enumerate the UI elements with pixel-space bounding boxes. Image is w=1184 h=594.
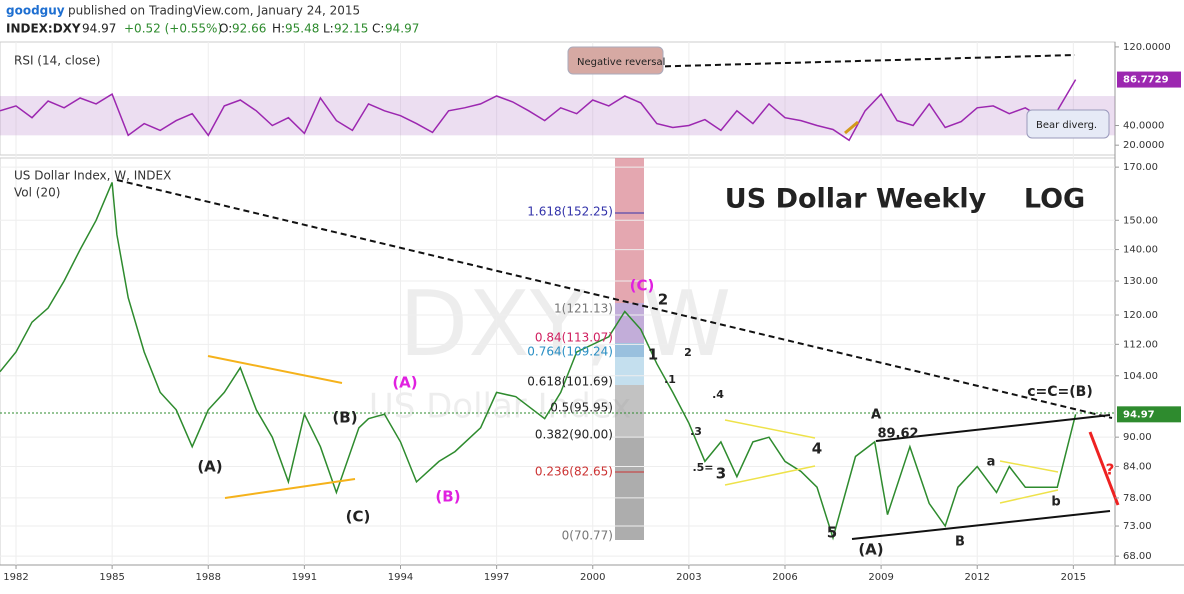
fib-column (615, 158, 644, 540)
wave-label: 5 (827, 524, 837, 542)
wave-label: (B) (332, 409, 357, 427)
wave-label: .5= (692, 461, 713, 474)
wave-label: (A) (858, 541, 883, 559)
wave-label: .1 (664, 373, 676, 386)
rsi-title: RSI (14, close) (14, 54, 100, 68)
fib-labels: 1.618(152.25) 1(121.13) 0.84(113.07) 0.7… (527, 205, 613, 543)
fib-label: 0(70.77) (562, 529, 613, 543)
last-value-badge (1117, 406, 1181, 423)
x-tick-label: 2000 (580, 572, 605, 583)
annotations: (A) (C) (B) (A) (B) (C) 2 1 2 .1 .4 .3 .… (197, 184, 1114, 559)
y-tick-label: 112.00 (1123, 339, 1158, 350)
last: 94.97 (82, 22, 116, 36)
fib-label: 0.764(109.24) (527, 345, 613, 359)
wave-label: (B) (435, 488, 460, 506)
y-tick-label: 130.00 (1123, 276, 1158, 287)
wave-label: c=C=(B) (1027, 384, 1093, 400)
h: 95.48 (285, 22, 319, 36)
rsi-annotation: Negative reversal (577, 57, 665, 68)
trendlines (0, 54, 1120, 540)
callout (567, 46, 664, 75)
wave-label: B (955, 535, 965, 550)
watermark-symbol: DXY, W (399, 272, 731, 377)
y-tick-label: 78.00 (1123, 493, 1152, 504)
h-label: H: (272, 22, 285, 36)
symbol: INDEX:DXY (6, 22, 81, 36)
x-tick-label: 1997 (484, 572, 509, 583)
l: 92.15 (334, 22, 368, 36)
y-tick-label: 40.0000 (1123, 121, 1164, 132)
wave-label: (C) (346, 508, 371, 526)
c-label: C: (372, 22, 384, 36)
published: published on TradingView.com, January 24… (68, 4, 360, 18)
fib-label: 1(121.13) (554, 302, 613, 316)
wave-label: b (1051, 495, 1060, 510)
user[interactable]: goodguy (6, 4, 65, 18)
wave-label: .3 (690, 425, 702, 438)
wave-label: (A) (197, 458, 222, 476)
last-value-label: 94.97 (1123, 409, 1155, 420)
fib-label: 0.382(90.00) (535, 428, 613, 442)
change: +0.52 (+0.55%) (124, 22, 222, 36)
x-tick-label: 1985 (99, 572, 124, 583)
x-tick-label: 2015 (1061, 572, 1086, 583)
o: 92.66 (232, 22, 266, 36)
series-line (0, 79, 1077, 142)
chart-heading: US Dollar Weekly LOG (725, 184, 1085, 215)
x-tick-label: 1988 (196, 572, 221, 583)
x-tick-label: 2012 (965, 572, 990, 583)
fib-label: 0.5(95.95) (550, 401, 613, 415)
last-value-label: 86.7729 (1123, 75, 1169, 86)
wave-label: (C) (630, 277, 655, 295)
rsi-band (0, 96, 1115, 136)
y-tick-label: 140.00 (1123, 245, 1158, 256)
o-label: O: (219, 22, 232, 36)
wave-label: (A) (392, 374, 417, 392)
wave-label: a (987, 455, 996, 470)
x-tick-label: 1982 (3, 572, 28, 583)
wave-label: 3 (716, 465, 726, 483)
y-tick-label: 120.0000 (1123, 42, 1171, 53)
y-tick-label: 150.00 (1123, 215, 1158, 226)
x-tick-label: 2006 (772, 572, 797, 583)
y-tick-label: 120.00 (1123, 310, 1158, 321)
x-tick-label: 1994 (388, 572, 413, 583)
callout (1026, 109, 1110, 139)
fib-label: 1.618(152.25) (527, 205, 613, 219)
y-tick-label: 73.00 (1123, 521, 1152, 532)
wave-label: ? (1106, 461, 1115, 479)
c: 94.97 (385, 22, 419, 36)
fib-label: 0.618(101.69) (527, 375, 613, 389)
y-tick-label: 90.00 (1123, 432, 1152, 443)
l-label: L: (323, 22, 334, 36)
x-tick-label: 2003 (676, 572, 701, 583)
price-pane (0, 157, 1116, 566)
data-layer (0, 42, 1115, 565)
fib-label: 0.236(82.65) (535, 465, 613, 479)
y-tick-label: 84.00 (1123, 461, 1152, 472)
series-line (0, 182, 1077, 541)
wave-label: .4 (712, 388, 724, 401)
x-tick-label: 1991 (292, 572, 317, 583)
price-subtitle: Vol (20) (14, 186, 60, 200)
wave-label: 2 (658, 291, 668, 309)
wave-label: 2 (684, 346, 692, 359)
price-title: US Dollar Index, W, INDEX (14, 169, 171, 183)
y-tick-label: 68.00 (1123, 551, 1152, 562)
last-value-badge (1117, 71, 1181, 88)
fib-label: 0.84(113.07) (535, 331, 613, 345)
rsi-pane (0, 41, 1116, 156)
y-tick-label: 20.0000 (1123, 140, 1164, 151)
wave-label: 4 (812, 440, 822, 458)
rsi-annotation: Bear diverg. (1036, 120, 1097, 131)
wave-label: 89.62 (877, 427, 918, 442)
y-tick-label: 170.00 (1123, 162, 1158, 173)
wave-label: A (871, 408, 881, 423)
x-tick-label: 2009 (868, 572, 893, 583)
wave-label: 1 (648, 346, 658, 364)
y-tick-label: 104.00 (1123, 371, 1158, 382)
